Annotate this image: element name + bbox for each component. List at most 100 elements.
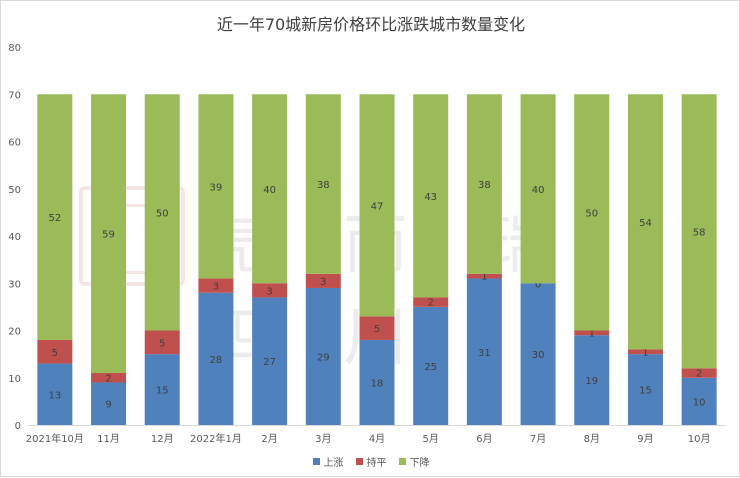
y-tick-label: 20 — [8, 327, 21, 338]
legend-swatch — [355, 458, 363, 465]
bar-segment-1 — [198, 278, 234, 293]
x-tick-label: 5月 — [423, 433, 439, 445]
bar-segment-2 — [466, 94, 502, 274]
data-label: 5 — [374, 324, 380, 335]
x-tick-label: 4月 — [369, 433, 385, 445]
data-label: 5 — [52, 348, 58, 359]
chart-legend: 上涨 持平 下降 — [1, 454, 740, 469]
data-label: 52 — [48, 213, 61, 224]
data-label: 29 — [317, 352, 330, 363]
x-tick-label: 2021年10月 — [26, 432, 84, 445]
y-tick-label: 0 — [15, 421, 21, 432]
data-label: 38 — [478, 180, 491, 191]
bar-segment-1 — [305, 273, 341, 288]
data-label: 15 — [156, 386, 169, 397]
x-tick-label: 12月 — [151, 433, 174, 445]
data-label: 13 — [48, 390, 61, 401]
data-label: 40 — [263, 185, 276, 196]
x-tick-label: 11月 — [97, 433, 120, 445]
data-label: 3 — [266, 286, 272, 297]
data-label: 39 — [210, 182, 223, 193]
data-label: 3 — [320, 277, 326, 288]
data-label: 1 — [589, 328, 595, 339]
chart-title: 近一年70城新房价格环比涨跌城市数量变化 — [216, 15, 526, 34]
bar-segment-0 — [37, 363, 73, 425]
bar-segment-0 — [627, 354, 663, 425]
x-tick-label: 2月 — [261, 433, 277, 445]
data-label: 18 — [371, 378, 384, 389]
bar-segment-2 — [252, 94, 288, 284]
bar-segment-1 — [466, 273, 502, 279]
y-tick-label: 70 — [8, 90, 21, 101]
data-label: 31 — [478, 348, 491, 359]
bar-segment-2 — [91, 94, 127, 374]
bar-segment-0 — [413, 306, 449, 425]
data-label: 9 — [105, 400, 111, 411]
bar-segment-2 — [520, 94, 556, 284]
bar-segment-0 — [91, 382, 127, 425]
legend-label: 上涨 — [323, 458, 344, 469]
x-tick-label: 2022年1月 — [190, 432, 242, 445]
bar-segment-0 — [520, 283, 556, 425]
legend-label: 持平 — [366, 458, 387, 469]
y-tick-label: 10 — [8, 374, 21, 385]
y-tick-label: 80 — [8, 43, 21, 54]
bar-segment-0 — [198, 292, 234, 425]
x-tick-label: 8月 — [584, 433, 600, 445]
legend-swatch — [312, 458, 320, 465]
bar-segment-2 — [627, 94, 663, 350]
bar-segment-0 — [305, 287, 341, 425]
legend-item: 下降 — [398, 454, 430, 469]
data-label: 2 — [428, 298, 434, 309]
bar-segment-1 — [413, 297, 449, 307]
y-tick-label: 30 — [8, 279, 21, 290]
bar-segment-2 — [681, 94, 717, 369]
bar-segment-0 — [252, 297, 288, 425]
data-label: 2 — [696, 369, 702, 380]
bar-segment-1 — [359, 316, 395, 340]
data-label: 58 — [693, 227, 706, 238]
x-tick-label: 3月 — [315, 433, 331, 445]
bar-segment-1 — [574, 330, 610, 336]
legend-label: 下降 — [409, 458, 430, 469]
data-label: 2 — [105, 373, 111, 384]
data-label: 27 — [263, 357, 276, 368]
data-label: 19 — [585, 376, 598, 387]
legend-item: 持平 — [355, 454, 387, 469]
bar-segment-1 — [91, 373, 127, 383]
x-tick-label: 6月 — [476, 433, 492, 445]
data-label: 1 — [642, 347, 648, 358]
bar-segment-1 — [627, 349, 663, 355]
x-tick-label: 9月 — [637, 433, 653, 445]
bar-segment-1 — [681, 368, 717, 378]
bar-segment-1 — [144, 330, 180, 355]
data-label: 50 — [156, 208, 169, 219]
y-tick-label: 60 — [8, 138, 21, 149]
data-label: 50 — [585, 208, 598, 219]
y-tick-label: 50 — [8, 185, 21, 196]
x-tick-label: 10月 — [688, 433, 711, 445]
bar-segment-0 — [574, 335, 610, 425]
data-label: 0 — [535, 279, 541, 290]
data-label: 10 — [693, 397, 706, 408]
data-label: 3 — [213, 282, 219, 293]
y-tick-label: 40 — [8, 232, 21, 243]
x-tick-label: 7月 — [530, 433, 546, 445]
data-label: 5 — [159, 338, 165, 349]
data-label: 43 — [424, 192, 437, 203]
data-label: 40 — [532, 185, 545, 196]
bar-segment-2 — [144, 94, 180, 331]
legend-swatch — [398, 458, 406, 465]
bar-segment-1 — [37, 339, 73, 364]
bar-segment-0 — [681, 377, 717, 425]
bar-segment-2 — [305, 94, 341, 274]
data-label: 1 — [481, 272, 487, 283]
bar-segment-2 — [574, 94, 610, 331]
bar-segment-2 — [198, 94, 234, 279]
data-label: 15 — [639, 386, 652, 397]
bar-segment-0 — [466, 278, 502, 425]
bar-segment-2 — [359, 94, 395, 317]
bar-segment-0 — [144, 354, 180, 425]
bar-segment-0 — [359, 339, 395, 425]
